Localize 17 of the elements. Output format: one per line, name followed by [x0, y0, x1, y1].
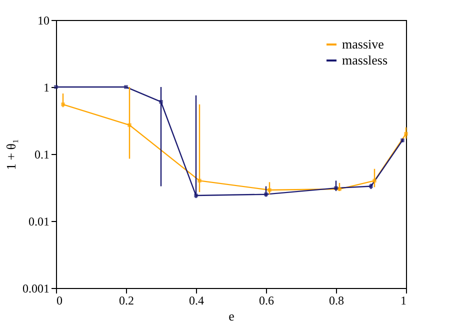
legend-label: massless — [342, 52, 388, 68]
legend-label: massive — [342, 36, 384, 52]
point — [54, 85, 58, 89]
y-tick-label: 0.1 — [34, 148, 50, 162]
x-tick-label: 1 — [400, 294, 406, 308]
y-tick-label: 1 — [44, 80, 50, 94]
x-tick-label: 0.4 — [189, 294, 204, 308]
y-tick-label: 10 — [38, 14, 50, 28]
point — [124, 85, 128, 89]
y-tick-label: 0.001 — [22, 282, 50, 296]
y-axis-title: 1 + θ₁ — [4, 138, 18, 170]
y-tick-label: 0.01 — [28, 214, 50, 228]
x-axis-title: e — [228, 308, 235, 324]
x-tick-label: 0.8 — [329, 294, 344, 308]
x-tick-label: 0.6 — [259, 294, 274, 308]
x-tick-label: 0.2 — [119, 294, 134, 308]
x-tick-label: 0 — [56, 294, 62, 308]
